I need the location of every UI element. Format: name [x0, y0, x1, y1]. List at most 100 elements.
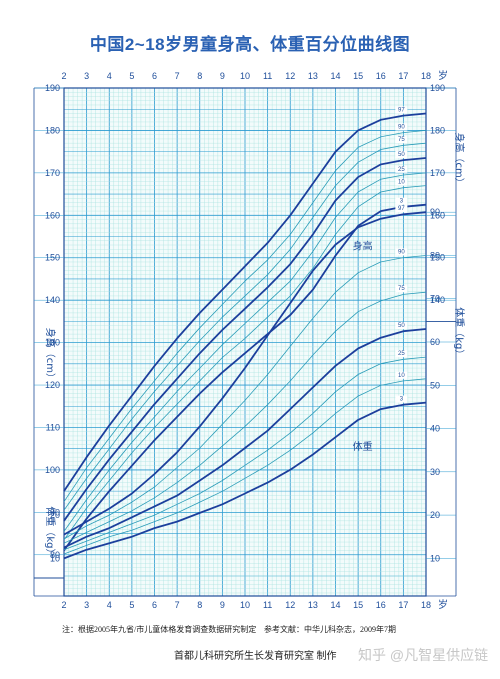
height-curve-p25	[63, 172, 427, 532]
x-tick-label-top: 18	[421, 71, 431, 81]
x-tick-label-bottom: 15	[353, 600, 363, 610]
height-label-bg-p90	[395, 123, 408, 131]
x-tick-label-top: 12	[285, 71, 295, 81]
x-tick-label-top: 11	[263, 71, 272, 81]
x-tick-label-top: 10	[240, 71, 250, 81]
height-curve-p10	[63, 185, 427, 541]
x-tick-label-top: 9	[220, 71, 225, 81]
weight-tick-label-right: 20	[430, 510, 440, 520]
weight-tick-label-right: 70	[430, 294, 440, 304]
weight-tick-label-right: 90	[430, 207, 440, 217]
height-label-bg-p50	[395, 151, 408, 159]
height-curve-p3	[63, 203, 427, 552]
weight-percentile-label-p90: 90	[398, 249, 405, 255]
height-percentile-label-p3: 3	[400, 199, 404, 205]
weight-percentile-label-p97: 97	[398, 206, 405, 212]
weight-tick-label-right: 50	[430, 380, 440, 390]
height-tick-label-right: 170	[430, 168, 445, 178]
height-tick-label: 80	[50, 550, 60, 560]
footnote-source: 注：根据2005年九省/市儿童体格发育调查数据研究制定	[62, 625, 257, 634]
weight-label-bg-p97	[395, 205, 408, 213]
weight-percentile-label-p25: 25	[398, 351, 405, 357]
x-tick-label-bottom: 17	[398, 600, 408, 610]
x-axis-label-top: 岁	[438, 69, 448, 82]
weight-curve-p25	[63, 356, 427, 551]
weight-tick-label-right: 30	[430, 467, 440, 477]
height-tick-label: 140	[45, 295, 60, 305]
weight-label-bg-p25	[395, 350, 408, 358]
height-tick-label-right: 180	[430, 125, 445, 135]
height-percentile-label-p90: 90	[398, 124, 405, 130]
x-tick-label-top: 5	[129, 71, 134, 81]
height-curve-p50	[63, 157, 427, 522]
height-tick-label: 90	[50, 507, 60, 517]
weight-curve-p97	[63, 211, 427, 536]
weight-axis-title-right: 体重（kg）	[453, 307, 466, 359]
weight-curve-p50	[63, 328, 427, 549]
watermark-text: 知乎 @凡智星供应链	[358, 647, 489, 663]
weight-percentile-label-p75: 75	[398, 286, 405, 292]
x-tick-label-bottom: 6	[152, 600, 157, 610]
weight-curve-p75	[63, 291, 427, 544]
weight-tick-label-right: 40	[430, 424, 440, 434]
x-tick-label-bottom: 18	[421, 600, 431, 610]
x-tick-label-bottom: 4	[107, 600, 112, 610]
x-tick-label-top: 8	[197, 71, 202, 81]
weight-axis-title-left: 体重（kg）	[44, 506, 57, 558]
height-percentile-label-p97: 97	[398, 107, 405, 113]
weight-label-bg-p10	[395, 371, 408, 379]
weight-tick-label-right: 60	[430, 337, 440, 347]
weight-curve-p10	[63, 378, 427, 555]
height-tick-label: 120	[45, 380, 60, 390]
credit-line: 首都儿科研究所生长发育研究室 制作	[174, 651, 337, 662]
weight-label-bg-p75	[395, 285, 408, 293]
x-tick-label-top: 6	[152, 71, 157, 81]
chart-frame	[33, 87, 457, 597]
weight-tick-label-left: 20	[50, 510, 60, 520]
height-label-bg-p25	[395, 165, 408, 173]
x-tick-label-bottom: 5	[129, 600, 134, 610]
weight-percentile-label-p10: 10	[398, 373, 405, 379]
x-tick-label-top: 15	[353, 71, 363, 81]
height-curve-p97	[63, 112, 427, 492]
weight-label-bg-p50	[395, 322, 408, 330]
height-percentile-label-p25: 25	[398, 167, 405, 173]
height-axis-title-left: 身高（cm）	[44, 328, 57, 383]
x-tick-label-bottom: 13	[308, 600, 318, 610]
weight-curve-p3	[63, 401, 427, 560]
height-percentile-label-p10: 10	[398, 180, 405, 186]
height-label-bg-p97	[395, 106, 408, 114]
x-tick-label-bottom: 2	[61, 600, 66, 610]
x-tick-label-top: 13	[308, 71, 318, 81]
height-label-bg-p10	[395, 178, 408, 186]
height-tick-label: 190	[45, 83, 60, 93]
height-tick-label: 100	[45, 465, 60, 475]
x-tick-label-top: 2	[61, 71, 66, 81]
x-tick-label-bottom: 16	[376, 600, 386, 610]
footnote-reference: 参考文献：中华儿科杂志，2009年7期	[264, 625, 396, 634]
page-title: 中国2~18岁男童身高、体重百分位曲线图	[89, 35, 411, 54]
height-percentile-label-p50: 50	[398, 152, 405, 158]
weight-percentile-label-p50: 50	[398, 323, 405, 329]
height-tick-label-right: 150	[430, 253, 445, 263]
x-tick-label-bottom: 7	[175, 600, 180, 610]
height-curve-group-label: 身高	[353, 239, 373, 252]
x-tick-label-bottom: 8	[197, 600, 202, 610]
x-tick-label-top: 7	[175, 71, 180, 81]
x-tick-label-bottom: 11	[263, 600, 272, 610]
height-tick-label: 160	[45, 210, 60, 220]
weight-tick-label-left: 10	[50, 553, 60, 563]
chart-curves	[63, 112, 427, 560]
height-curve-p75	[63, 142, 427, 511]
height-tick-label-right: 140	[430, 295, 445, 305]
weight-curve-group-label: 体重	[353, 440, 373, 453]
height-axis-title-right: 身高（cm）	[453, 133, 466, 188]
height-tick-label: 150	[45, 253, 60, 263]
weight-label-bg-p90	[395, 248, 408, 256]
x-tick-label-top: 4	[107, 71, 112, 81]
height-curve-p90	[63, 130, 427, 502]
height-percentile-label-p75: 75	[398, 137, 405, 143]
height-tick-label: 110	[46, 422, 60, 432]
height-tick-label-right: 190	[430, 83, 445, 93]
